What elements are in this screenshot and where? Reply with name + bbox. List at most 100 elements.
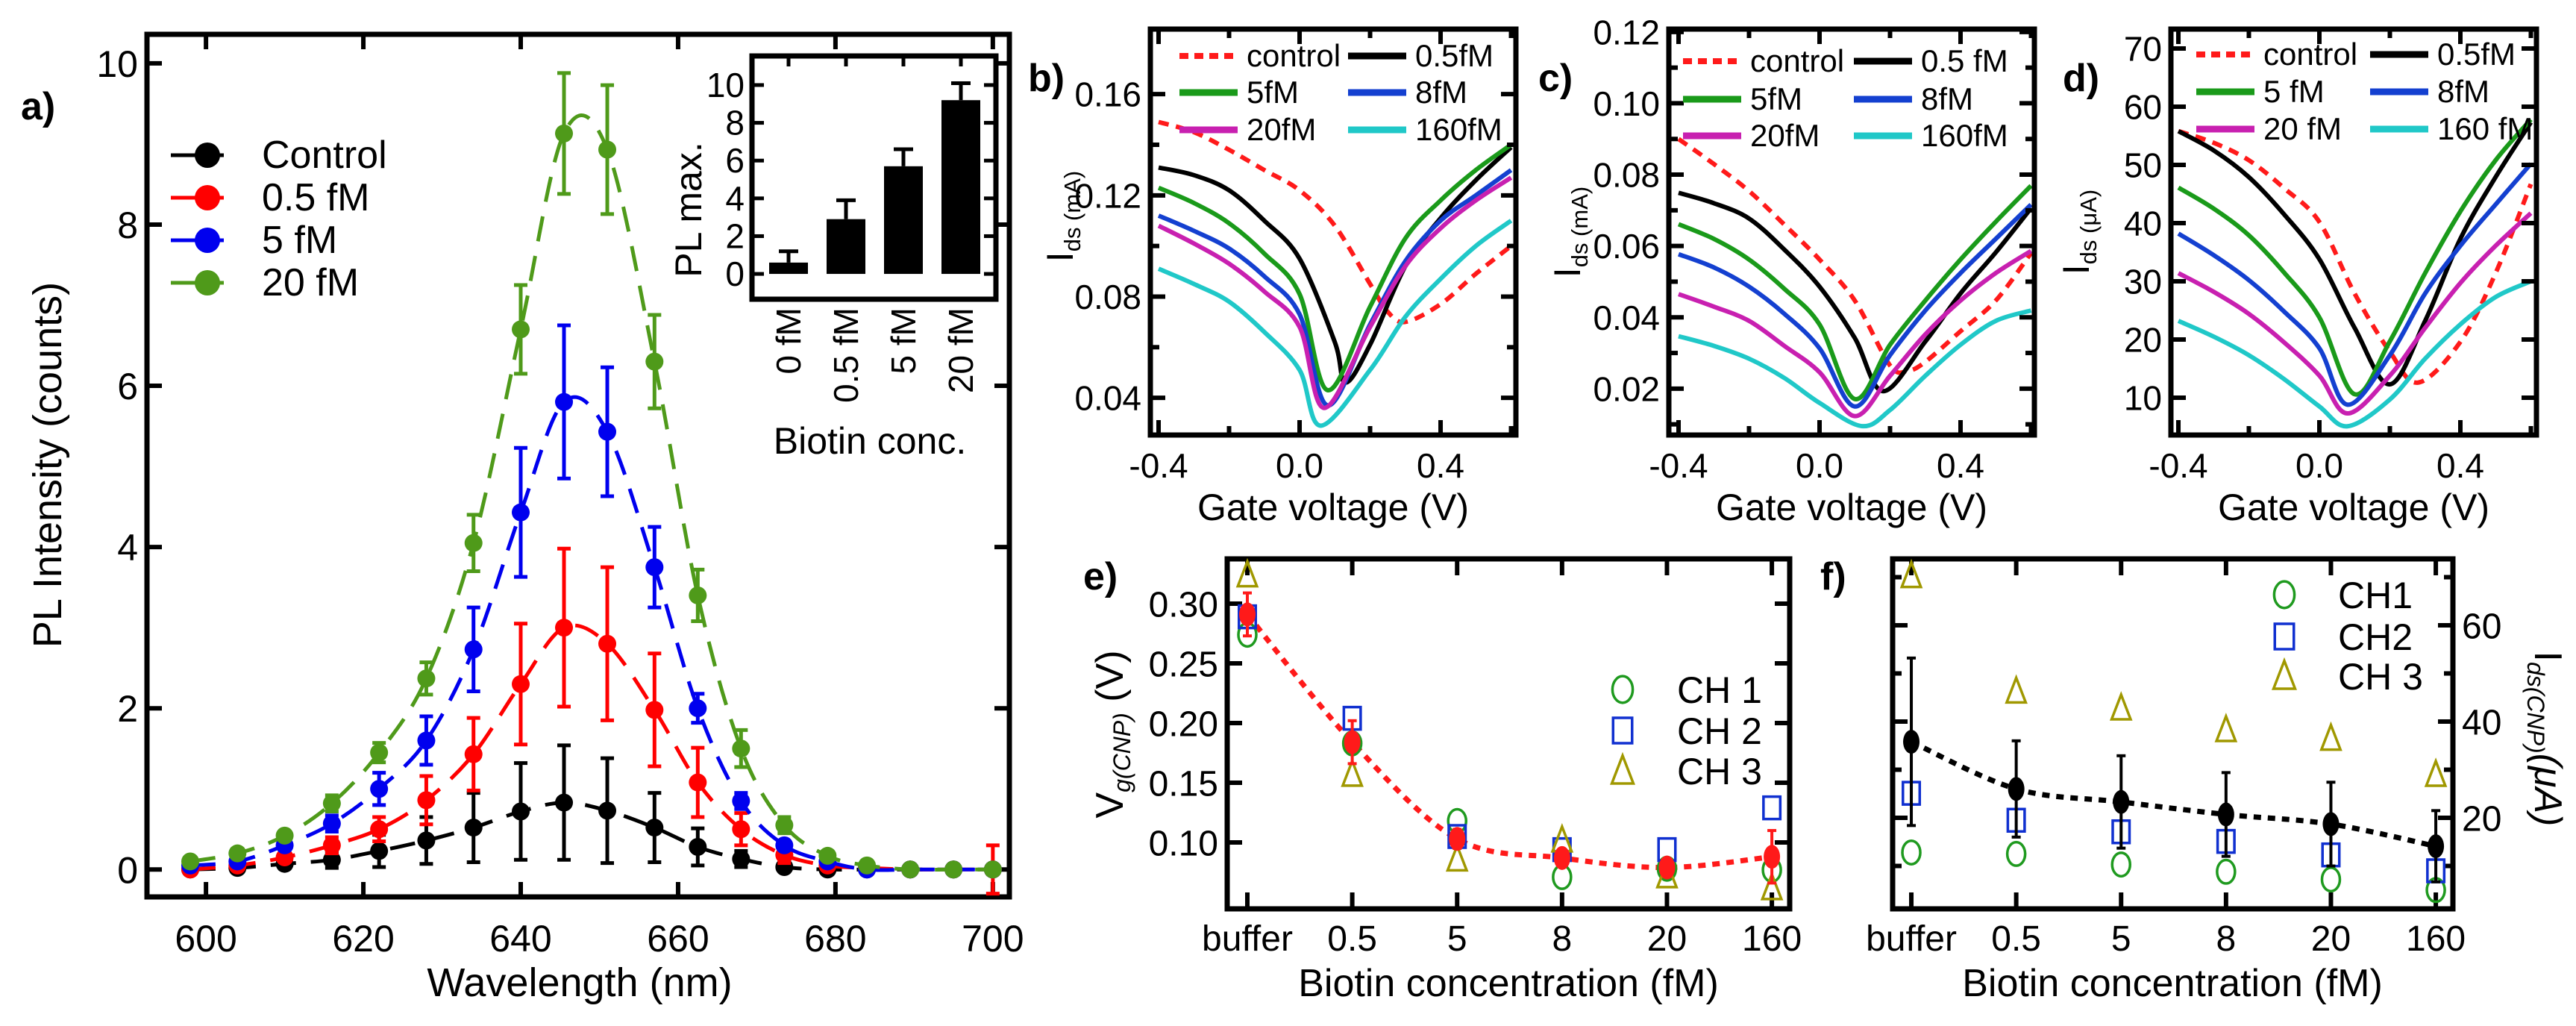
data-point	[598, 422, 617, 441]
bar	[827, 219, 865, 275]
y-tick-label: 40	[2462, 703, 2501, 742]
data-point	[417, 831, 436, 850]
y-tick-label: 2	[725, 216, 745, 255]
x-tick-label: 20	[2311, 919, 2351, 959]
x-axis-title: Gate voltage (V)	[2218, 487, 2489, 528]
curves	[1677, 137, 2033, 429]
data-point	[732, 820, 750, 839]
curve-160fM	[1678, 308, 2032, 429]
legend-label: 5 fM	[262, 219, 337, 262]
legend-marker	[1611, 716, 1634, 745]
y-tick-label: 20	[2462, 799, 2501, 839]
y-axis-title-part: g(CNP)	[1109, 713, 1135, 792]
data-point	[512, 675, 530, 693]
x-tick-label: 0.0	[1276, 446, 1323, 485]
legend-marker	[2271, 657, 2298, 690]
data-point	[322, 814, 341, 833]
data-point	[818, 846, 837, 865]
data-point	[858, 856, 877, 875]
x-tick-label: 5 fM	[884, 307, 923, 374]
x-tick-label: 0.5	[1991, 919, 2041, 959]
x-tick-label: 0.5	[1327, 919, 1377, 959]
x-tick-label: 0.4	[2436, 446, 2484, 485]
data-point	[512, 320, 530, 339]
legend-label: Control	[262, 134, 387, 177]
mean-point	[1553, 845, 1570, 870]
y-tick-label: 60	[2124, 88, 2162, 127]
y-tick-label: 0.20	[1149, 704, 1218, 744]
marker-square	[1762, 795, 1782, 821]
marker-triangle	[2109, 691, 2133, 721]
fit-line	[1910, 739, 2436, 849]
panel-label: a)	[21, 85, 55, 128]
legend-label: 8fM	[2437, 74, 2489, 109]
x-axis-title: Gate voltage (V)	[1716, 487, 1987, 528]
marker-circle	[2005, 840, 2027, 867]
legend-marker	[195, 143, 220, 168]
data-point	[512, 802, 530, 821]
plot-frame	[1147, 26, 1519, 438]
legend-label: 8fM	[1415, 75, 1467, 110]
curve-control	[1158, 119, 1513, 325]
x-tick-label: 0.5 fM	[827, 307, 865, 403]
curve-20fM	[1157, 175, 1513, 410]
legend-label: CH1	[2338, 575, 2413, 616]
curve-5fM	[1157, 143, 1513, 392]
mean-point	[1903, 730, 1920, 754]
data-point	[370, 842, 389, 860]
legend-marker	[2272, 580, 2296, 610]
y-tick-label: 6	[725, 141, 745, 180]
data-point	[983, 860, 1002, 879]
x-axis-title: Wavelength (nm)	[427, 960, 732, 1005]
y-tick-label: 0.10	[1149, 824, 1218, 863]
legend-label: 20fM	[1247, 112, 1316, 147]
y-tick-label: 0.06	[1593, 227, 1660, 266]
y-axis-title-part: ds (mA)	[1059, 171, 1085, 252]
panel-label: c)	[1538, 57, 1573, 100]
mean-point	[2322, 812, 2340, 836]
data-point	[417, 731, 436, 750]
x-tick-label: 160	[2406, 919, 2466, 959]
y-tick-label: 0	[117, 849, 138, 891]
data-point	[645, 558, 664, 577]
y-tick-label: 8	[725, 104, 745, 143]
y-tick-label: 0	[725, 254, 745, 293]
y-tick-label: 6	[117, 366, 138, 407]
data-point	[555, 124, 574, 143]
x-tick-label: 160	[1742, 919, 1802, 959]
x-tick-label: 700	[962, 918, 1024, 960]
legend-label: 5 fM	[2263, 74, 2325, 109]
marker-circle	[2320, 866, 2342, 893]
mean-point	[1658, 855, 1676, 880]
mean-point	[1344, 730, 1361, 754]
y-tick-label: 0.15	[1149, 764, 1218, 804]
data-point	[228, 844, 247, 863]
y-tick-label: 0.02	[1593, 369, 1660, 408]
y-axis-title-part: V	[1088, 792, 1132, 819]
marker-triangle	[1760, 870, 1784, 901]
x-tick-label: 660	[647, 918, 709, 960]
y-tick-label: 4	[725, 179, 745, 218]
x-tick-label: 5	[2111, 919, 2131, 959]
data-point	[181, 852, 200, 871]
legend-label: control	[1750, 43, 1844, 78]
curves	[2177, 118, 2533, 429]
data-point	[322, 794, 341, 813]
y-tick-label: 0.16	[1074, 75, 1141, 114]
y-tick-label: 0.12	[1074, 176, 1141, 215]
y-axis-title-part: I	[2526, 651, 2569, 662]
y-axis-title-part: ds (mA)	[1567, 187, 1593, 268]
y-tick-label: 0.08	[1593, 156, 1660, 195]
data-point	[417, 669, 436, 688]
plot-frame	[2168, 26, 2539, 438]
legend-marker	[195, 270, 220, 295]
y-tick-label: 0.10	[1593, 84, 1660, 123]
series-20-fM: 2 0 fM	[171, 71, 1002, 879]
panel-f: buffer 0.5 5 8 20 160 20 40 60 Biotin concentrati…	[1820, 555, 2569, 1005]
x-tick-label: 640	[489, 918, 551, 960]
x-tick-label: buffer	[1866, 919, 1957, 959]
y-axis-title-part: I	[2055, 264, 2097, 275]
curve-5fM	[1677, 184, 2033, 401]
